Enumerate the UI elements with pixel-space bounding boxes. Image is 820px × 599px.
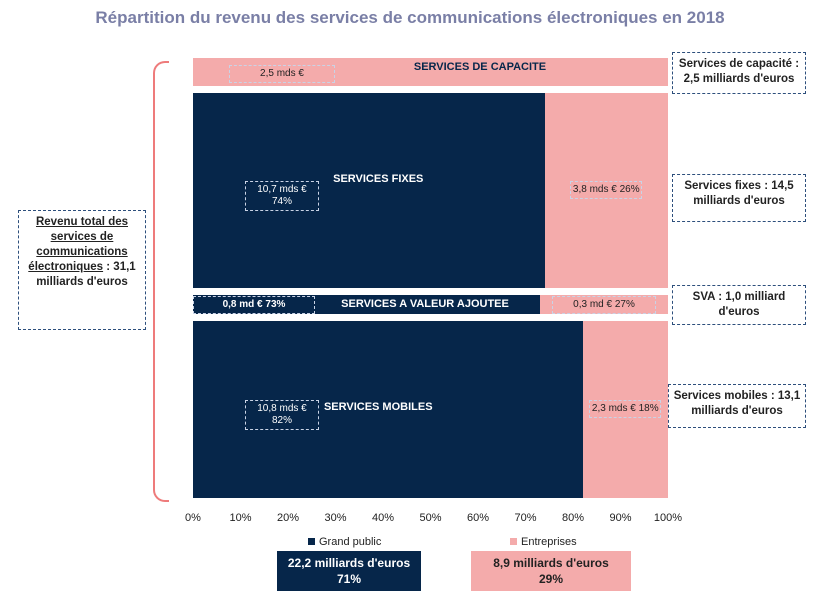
segment-entreprises [582, 321, 668, 498]
segment-entreprises [544, 93, 668, 288]
x-tick: 20% [276, 512, 300, 524]
total-grand-public: 22,2 milliards d'euros 71% [277, 551, 421, 591]
segment-grand-public [193, 93, 545, 288]
total-text: 8,9 milliards d'euros [493, 556, 609, 570]
x-tick: 40% [371, 512, 395, 524]
x-tick: 100% [653, 512, 683, 524]
chart-title: Répartition du revenu des services de co… [95, 8, 725, 27]
x-tick: 50% [419, 512, 442, 524]
total-revenue-box: Revenu total des services de communicati… [18, 210, 146, 330]
label-entreprises: 0,3 md € 27% [552, 296, 656, 314]
x-tick: 30% [324, 512, 347, 524]
brace [153, 61, 169, 502]
total-pct: 29% [538, 572, 564, 586]
segment-entreprises [539, 295, 668, 314]
x-tick: 60% [466, 512, 490, 524]
row-label: SERVICES DE CAPACITE [413, 61, 547, 73]
label-grand-public: 0,8 md € 73% [193, 296, 315, 314]
legend-swatch [510, 538, 517, 545]
legend-swatch [308, 538, 315, 545]
label-entreprises: 3,8 mds € 26% [570, 180, 643, 199]
label-entreprises: 2,5 mds € [229, 65, 335, 83]
row-label: SERVICES MOBILES [323, 401, 433, 413]
total-value: : 31,1 milliards d'euros [36, 261, 136, 288]
x-tick: 10% [229, 512, 252, 524]
segment-grand-public [193, 321, 583, 498]
total-title: Revenu total des services de communicati… [28, 216, 129, 273]
segment-entreprises [193, 58, 668, 86]
total-pct: 71% [336, 572, 362, 586]
x-tick: 80% [561, 512, 585, 524]
total-entreprises: 8,9 milliards d'euros 29% [471, 551, 631, 591]
row-label: SERVICES FIXES [333, 173, 424, 185]
row-label: SERVICES A VALEUR AJOUTEE [341, 298, 509, 310]
side-box: Services mobiles : 13,1 milliards d'euro… [668, 384, 806, 428]
side-box: Services fixes : 14,5 milliards d'euros [672, 174, 806, 222]
x-tick: 90% [609, 512, 632, 524]
label-entreprises: 2,3 mds € 18% [589, 399, 662, 418]
x-tick: 70% [514, 512, 537, 524]
label-grand-public: 10,8 mds € 82% [245, 399, 319, 430]
side-box: SVA : 1,0 milliard d'euros [672, 285, 806, 325]
legend-grand-public: Grand public [308, 536, 381, 548]
legend-label: Grand public [319, 536, 382, 548]
legend-entreprises: Entreprises [510, 536, 577, 548]
label-grand-public: 10,7 mds € 74% [245, 180, 319, 211]
total-text: 22,2 milliards d'euros [287, 556, 411, 570]
legend-label: Entreprises [521, 536, 577, 548]
x-tick: 0% [185, 512, 201, 524]
side-box: Services de capacité : 2,5 milliards d'e… [672, 52, 806, 94]
segment-grand-public [193, 295, 540, 314]
